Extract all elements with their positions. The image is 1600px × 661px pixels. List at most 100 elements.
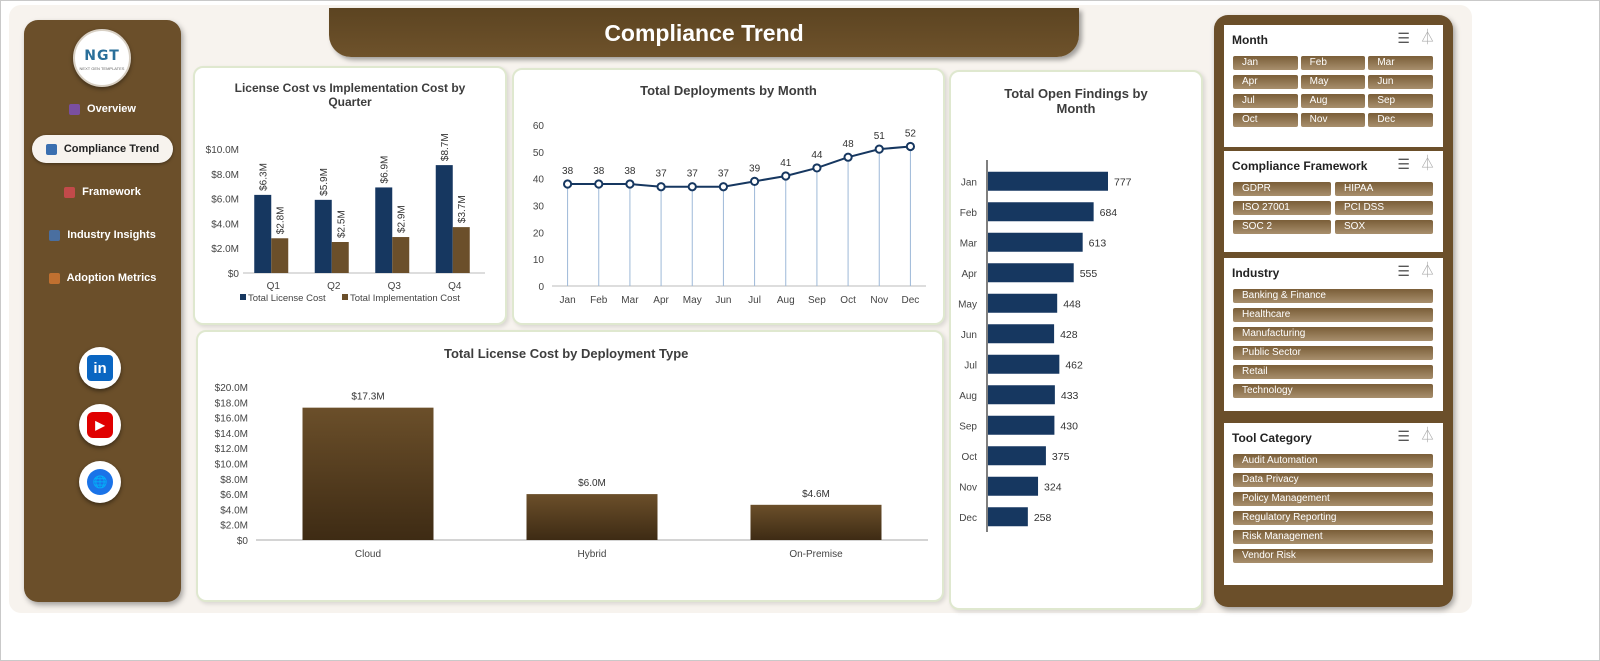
clipboard-icon <box>64 186 76 198</box>
data-label: 52 <box>905 128 917 139</box>
y-tick-label: Dec <box>959 513 977 524</box>
youtube-button[interactable]: ▶ <box>79 404 121 446</box>
nav-item-overview[interactable]: Overview <box>32 95 173 123</box>
y-tick-label: $10.0M <box>215 460 248 471</box>
youtube-icon: ▶ <box>87 412 113 438</box>
multi-select-icon[interactable]: ☰ <box>1397 428 1410 444</box>
slicer-item[interactable]: Audit Automation <box>1233 454 1433 468</box>
cloud-icon <box>49 229 61 241</box>
slicer-controls: ☰ ⏃ <box>1397 155 1435 172</box>
slicer-item[interactable]: Vendor Risk <box>1233 549 1433 563</box>
slicer-item[interactable]: PCI DSS <box>1335 201 1433 215</box>
slicer-item[interactable]: Apr <box>1233 75 1298 89</box>
nav-item-label: Industry Insights <box>67 229 156 241</box>
license-by-type-chart: $20.0M $18.0M $16.0M $14.0M $12.0M $10.0M $8.0… <box>215 383 928 560</box>
slicer-item[interactable]: SOX <box>1335 220 1433 234</box>
nav-item-framework[interactable]: Framework <box>32 178 173 206</box>
y-tick-label: Aug <box>959 391 977 402</box>
slicer-item[interactable]: HIPAA <box>1335 182 1433 196</box>
bar-jul <box>988 354 1060 374</box>
y-tick-label: Nov <box>959 482 977 493</box>
bar-aug <box>988 385 1055 405</box>
x-tick-label: Cloud <box>355 549 381 560</box>
x-tick-label: Q3 <box>388 281 402 292</box>
slicer-item[interactable]: Banking & Finance <box>1233 289 1433 303</box>
slicer-industry: Industry ☰ ⏃ Banking & Finance Healthcare Man… <box>1224 258 1443 411</box>
slicer-item[interactable]: Regulatory Reporting <box>1233 511 1433 525</box>
point-jul <box>749 176 760 186</box>
slicer-item[interactable]: Technology <box>1233 384 1433 398</box>
multi-select-icon[interactable]: ☰ <box>1397 30 1410 46</box>
point-sep <box>812 163 822 173</box>
slicer-item[interactable]: ISO 27001 <box>1233 201 1331 215</box>
bar-jun <box>988 324 1055 344</box>
clear-filter-icon[interactable]: ⏃ <box>1419 155 1435 172</box>
y-tick-label: Sep <box>959 421 977 432</box>
clear-filter-icon[interactable]: ⏃ <box>1419 29 1435 46</box>
slicer-item[interactable]: Data Privacy <box>1233 473 1433 487</box>
slicer-item[interactable]: Public Sector <box>1233 346 1433 360</box>
y-tick-label: $4.0M <box>220 505 248 516</box>
bar-jan <box>988 171 1108 191</box>
slicer-item[interactable]: Nov <box>1300 113 1366 127</box>
open-findings-panel: Total Open Findings by Month Jan 777 Feb 68… <box>949 70 1203 610</box>
data-label: 448 <box>1063 298 1081 310</box>
data-label: 613 <box>1089 237 1107 249</box>
globe-icon: 🌐 <box>87 469 113 495</box>
y-tick-label: Jul <box>964 360 977 371</box>
y-tick-label: $12.0M <box>215 444 248 455</box>
slicer-item[interactable]: Jul <box>1233 94 1298 108</box>
slicer-item[interactable]: May <box>1300 75 1366 89</box>
slicer-item[interactable]: Retail <box>1233 365 1433 379</box>
slicer-item[interactable]: Manufacturing <box>1233 327 1433 341</box>
license-vs-impl-panel: License Cost vs Implementation Cost by Q… <box>193 66 507 325</box>
y-tick-label: 60 <box>533 121 545 132</box>
data-label: 38 <box>562 166 574 177</box>
nav-item-adoption-metrics[interactable]: Adoption Metrics <box>32 264 173 292</box>
data-label: 37 <box>687 169 699 180</box>
data-label: $6.9M <box>380 156 391 184</box>
bar-hybrid <box>526 494 658 540</box>
page-title: Compliance Trend <box>604 20 804 46</box>
slicer-item[interactable]: Jan <box>1233 56 1298 70</box>
y-tick-label: $2.0M <box>211 244 239 255</box>
slicer-item[interactable]: Aug <box>1300 94 1366 108</box>
data-label: 37 <box>718 169 730 180</box>
data-label: 41 <box>780 158 792 169</box>
slicer-item[interactable]: Jun <box>1368 75 1433 89</box>
slicer-item[interactable]: GDPR <box>1233 182 1331 196</box>
slicer-item[interactable]: Dec <box>1368 113 1433 127</box>
clear-filter-icon[interactable]: ⏃ <box>1419 262 1435 279</box>
multi-select-icon[interactable]: ☰ <box>1397 263 1410 279</box>
slicer-item[interactable]: Oct <box>1233 113 1298 127</box>
y-tick-label: 40 <box>533 175 545 186</box>
x-tick-label: On-Premise <box>789 549 843 560</box>
y-tick-label: Oct <box>961 452 977 463</box>
x-tick-label: Feb <box>590 295 608 306</box>
globe-button[interactable]: 🌐 <box>79 461 121 503</box>
nav-item-compliance-trend[interactable]: Compliance Trend <box>32 135 173 163</box>
nav-item-industry-insights[interactable]: Industry Insights <box>32 221 173 249</box>
slicer-item[interactable]: Mar <box>1368 56 1433 70</box>
data-label: 684 <box>1100 207 1118 219</box>
clear-filter-icon[interactable]: ⏃ <box>1419 427 1435 444</box>
license-vs-impl-chart: $10.0M $8.0M $6.0M $4.0M $2.0M $0 $6.3M $2.8M Q1… <box>206 133 485 304</box>
y-tick-label: 10 <box>533 255 545 266</box>
slicer-item[interactable]: Sep <box>1368 94 1433 108</box>
slicer-item[interactable]: Risk Management <box>1233 530 1433 544</box>
legend-swatch-implementation <box>342 294 348 300</box>
bar-q3-license <box>375 187 393 273</box>
y-tick-label: Feb <box>960 208 978 219</box>
slicer-item[interactable]: Healthcare <box>1233 308 1433 322</box>
slicer-item[interactable]: Policy Management <box>1233 492 1433 506</box>
x-tick-label: Sep <box>808 295 826 306</box>
title-banner: Compliance Trend <box>329 8 1079 57</box>
bar-on-premise <box>750 504 882 540</box>
multi-select-icon[interactable]: ☰ <box>1397 156 1410 172</box>
y-tick-label: $8.0M <box>211 170 239 181</box>
linkedin-button[interactable]: in <box>79 347 121 389</box>
slicer-item[interactable]: SOC 2 <box>1233 220 1331 234</box>
bar-q4-implementation <box>452 227 470 273</box>
slicer-item[interactable]: Feb <box>1300 56 1366 70</box>
x-tick-label: Mar <box>621 295 639 306</box>
